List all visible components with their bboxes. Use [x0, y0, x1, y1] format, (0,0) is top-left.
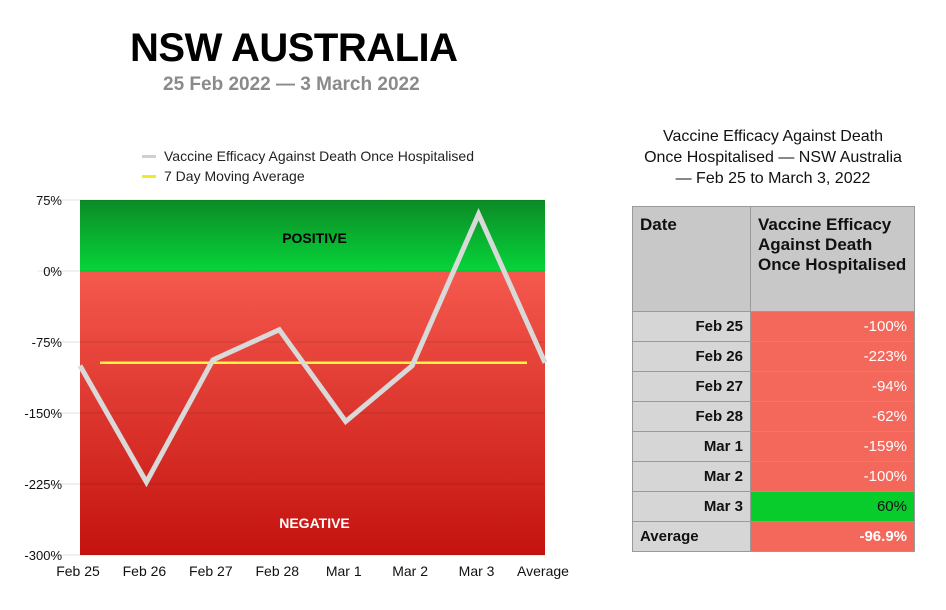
table-cell-date: Feb 28 [632, 401, 751, 432]
x-tick-label: Feb 26 [123, 563, 167, 579]
x-tick-label: Mar 3 [459, 563, 495, 579]
table-row: Feb 25 -100% [632, 311, 915, 342]
table-cell-date: Mar 1 [632, 431, 751, 462]
chart-legend: Vaccine Efficacy Against Death Once Hosp… [142, 146, 474, 186]
table-row: Mar 3 60% [632, 491, 915, 522]
efficacy-line [77, 208, 548, 488]
column-header-date: Date [632, 206, 751, 312]
table-cell-efficacy: -223% [750, 341, 915, 372]
y-tick-label: 75% [36, 193, 62, 208]
page-subtitle: 25 Feb 2022 — 3 March 2022 [163, 74, 420, 95]
x-tick-label: Mar 2 [392, 563, 428, 579]
table-cell-date: Feb 27 [632, 371, 751, 402]
band-negative [80, 271, 545, 555]
x-tick-label: Mar 1 [326, 563, 362, 579]
y-tick-label: 0% [43, 264, 62, 279]
x-tick-label: Average [517, 563, 569, 579]
table-row: Average -96.9% [632, 521, 915, 552]
band-label-negative: NEGATIVE [279, 515, 350, 531]
x-tick-label: Feb 25 [56, 563, 100, 579]
table-cell-efficacy: -100% [750, 311, 915, 342]
table-cell-efficacy: -94% [750, 371, 915, 402]
x-tick-label: Feb 27 [189, 563, 233, 579]
table-row: Mar 1 -159% [632, 431, 915, 462]
legend-item-moving-average: 7 Day Moving Average [142, 166, 474, 186]
table-title-line: Vaccine Efficacy Against Death [663, 128, 883, 145]
legend-swatch-moving-average [142, 174, 156, 178]
table-cell-date: Average [632, 521, 751, 552]
table-cell-efficacy: -100% [750, 461, 915, 492]
table-cell-efficacy: 60% [750, 491, 915, 522]
table-cell-efficacy: -62% [750, 401, 915, 432]
y-tick-label: -300% [24, 548, 62, 563]
legend-swatch-efficacy [142, 154, 156, 158]
x-tick-label: Feb 28 [255, 563, 299, 579]
y-tick-label: -150% [24, 406, 62, 421]
y-tick-label: -75% [32, 335, 63, 350]
table-cell-date: Feb 26 [632, 341, 751, 372]
column-header-efficacy: Vaccine Efficacy Against Death Once Hosp… [750, 206, 915, 312]
table-cell-date: Feb 25 [632, 311, 751, 342]
table-title: Vaccine Efficacy Against Death Once Hosp… [622, 126, 924, 189]
table-cell-efficacy: -96.9% [750, 521, 915, 552]
legend-item-efficacy: Vaccine Efficacy Against Death Once Hosp… [142, 146, 474, 166]
table-cell-efficacy: -159% [750, 431, 915, 462]
legend-label-efficacy: Vaccine Efficacy Against Death Once Hosp… [164, 148, 474, 164]
table-cell-date: Mar 2 [632, 461, 751, 492]
efficacy-table: Date Vaccine Efficacy Against Death Once… [632, 206, 915, 552]
y-tick-label: -225% [24, 477, 62, 492]
table-row: Feb 27 -94% [632, 371, 915, 402]
table-row: Feb 26 -223% [632, 341, 915, 372]
page-title: NSW AUSTRALIA [130, 26, 458, 70]
table-header-row: Date Vaccine Efficacy Against Death Once… [632, 206, 915, 312]
band-label-positive: POSITIVE [282, 230, 347, 246]
legend-label-moving-average: 7 Day Moving Average [164, 168, 305, 184]
line-chart: 75% 0% -75% -150% -225% -300% POSITIVE NEGATIVE… [24, 193, 569, 579]
table-row: Mar 2 -100% [632, 461, 915, 492]
table-title-line: — Feb 25 to March 3, 2022 [675, 170, 871, 187]
table-row: Feb 28 -62% [632, 401, 915, 432]
table-cell-date: Mar 3 [632, 491, 751, 522]
table-title-line: Once Hospitalised — NSW Australia [644, 149, 902, 166]
